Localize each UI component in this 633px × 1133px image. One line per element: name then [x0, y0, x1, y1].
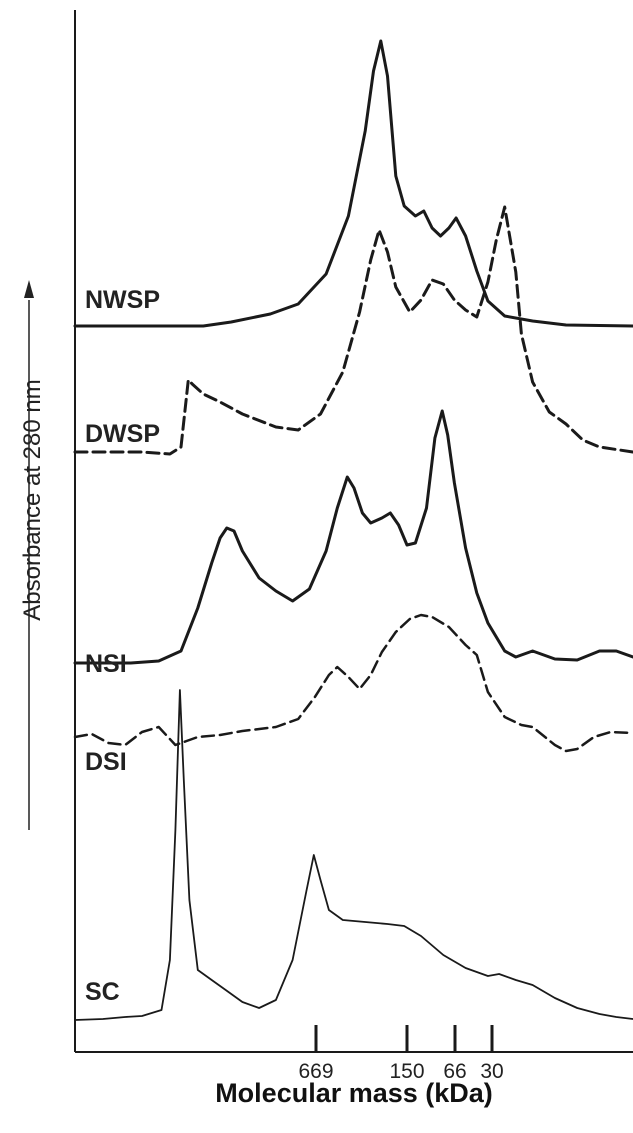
y-axis-arrow-head [24, 280, 34, 298]
y-axis-label-group: Absorbance at 280 nm [19, 280, 46, 830]
trace-sc [74, 689, 633, 1021]
x-tick-label-669: 669 [298, 1060, 333, 1083]
trace-label-dsi: DSI [85, 748, 127, 776]
trace-dsi [73, 613, 633, 753]
trace-labels: NWSP DWSP NSI DSI SC [85, 286, 160, 1006]
trace-nwsp [73, 39, 633, 328]
trace-label-nwsp: NWSP [85, 286, 160, 314]
x-tick-label-66: 66 [443, 1060, 466, 1083]
trace-label-dwsp: DWSP [85, 420, 160, 448]
axes [74, 10, 633, 1053]
x-axis-title: Molecular mass (kDa) [215, 1078, 493, 1108]
y-axis-label: Absorbance at 280 nm [19, 379, 46, 621]
trace-nsi [73, 409, 633, 665]
traces [73, 39, 633, 1021]
trace-label-nsi: NSI [85, 650, 127, 678]
trace-label-sc: SC [85, 978, 120, 1006]
x-tick-label-30: 30 [480, 1060, 503, 1083]
x-tick-label-150: 150 [389, 1060, 424, 1083]
trace-dwsp [73, 205, 633, 456]
x-ticks: 669 150 66 30 [298, 1025, 504, 1083]
